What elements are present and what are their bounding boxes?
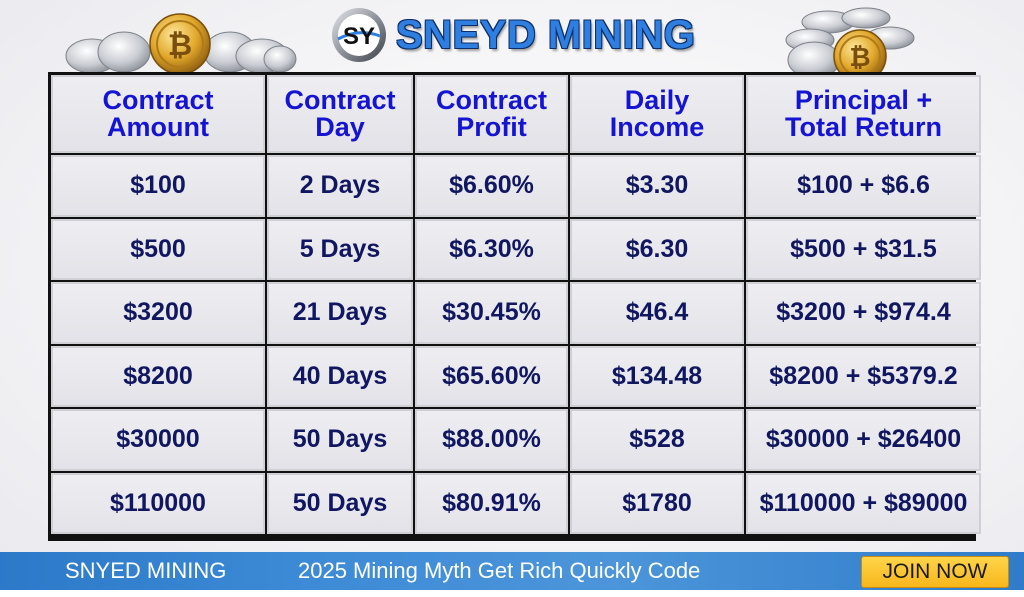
cell-total-return: $8200 + $5379.2 [746,345,981,407]
pricing-table: Contract Amount Contract Day Contract Pr… [48,72,981,541]
cell-profit: $6.30% [415,218,568,280]
cell-days: 2 Days [267,155,413,217]
svg-text:₿: ₿ [849,43,870,73]
cell-total-return: $500 + $31.5 [746,218,981,280]
cell-amount: $100 [51,155,265,217]
cell-profit: $65.60% [415,345,568,407]
cell-daily-income: $1780 [570,472,744,534]
svg-text:SY: SY [343,23,375,50]
header-contract-profit: Contract Profit [415,75,568,153]
pricing-grid: Contract Amount Contract Day Contract Pr… [51,75,981,538]
cell-amount: $3200 [51,282,265,344]
cell-total-return: $30000 + $26400 [746,409,981,471]
cell-amount: $30000 [51,409,265,471]
cell-days: 21 Days [267,282,413,344]
crypto-coins-cluster-icon: ₿ [65,13,297,74]
cell-amount: $500 [51,218,265,280]
footer-brand: SNYED MINING [65,558,227,583]
cell-profit: $88.00% [415,409,568,471]
footer-tagline: 2025 Mining Myth Get Rich Quickly Code [298,558,701,583]
crypto-coins-stack-icon: ₿ [785,7,915,83]
join-now-button[interactable]: JOIN NOW [861,556,1009,588]
cell-amount: $8200 [51,345,265,407]
cell-profit: $30.45% [415,282,568,344]
bottom-strip [0,590,1024,597]
header: ₿ SY SNEYD MINING ₿ [0,0,1024,83]
cell-days: 50 Days [267,472,413,534]
cell-days: 50 Days [267,409,413,471]
cell-amount: $110000 [51,472,265,534]
cell-total-return: $3200 + $974.4 [746,282,981,344]
brand-logo[interactable]: SY SNEYD MINING [330,4,695,66]
cell-profit: $80.91% [415,472,568,534]
cell-daily-income: $3.30 [570,155,744,217]
logo-mark-icon: SY [332,8,386,62]
cell-daily-income: $528 [570,409,744,471]
cell-daily-income: $6.30 [570,218,744,280]
cell-total-return: $100 + $6.6 [746,155,981,217]
cell-profit: $6.60% [415,155,568,217]
header-daily-income: Daily Income [570,75,744,153]
cell-total-return: $110000 + $89000 [746,472,981,534]
header-contract-amount: Contract Amount [51,75,265,153]
cell-days: 40 Days [267,345,413,407]
cell-days: 5 Days [267,218,413,280]
cell-daily-income: $46.4 [570,282,744,344]
footer-bar: SNYED MINING 2025 Mining Myth Get Rich Q… [0,552,1024,590]
brand-title: SNEYD MINING [396,12,696,57]
svg-text:₿: ₿ [168,28,192,63]
header-principal-total-return: Principal + Total Return [746,75,981,153]
header-contract-day: Contract Day [267,75,413,153]
cell-daily-income: $134.48 [570,345,744,407]
